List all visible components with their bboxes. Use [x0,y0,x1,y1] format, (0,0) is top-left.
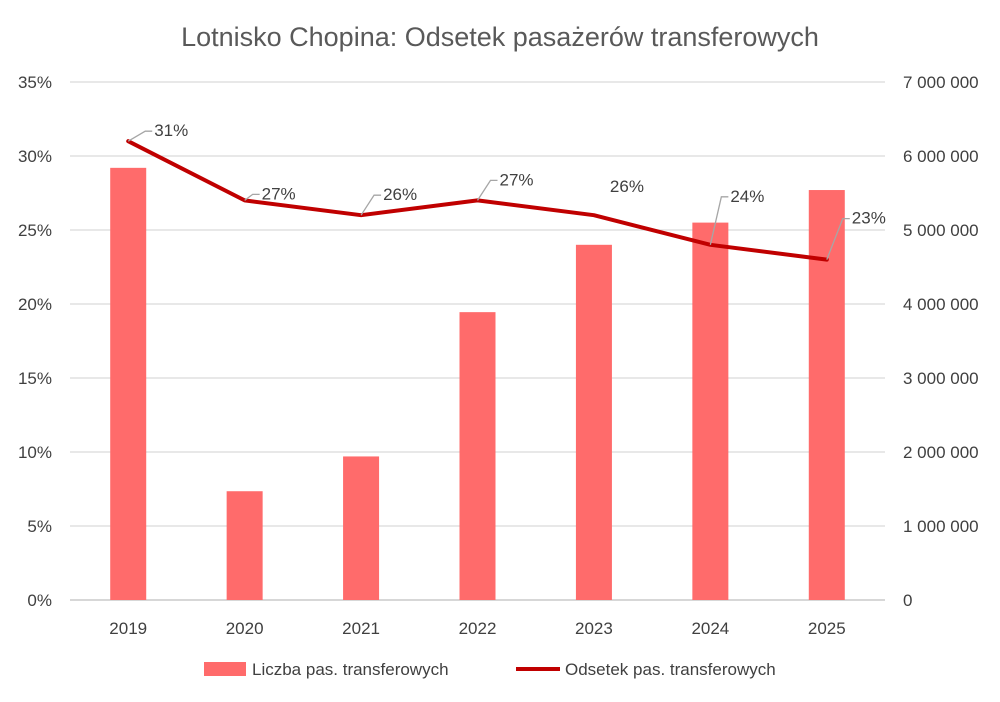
data-label-leader [360,194,382,216]
legend-bar-swatch [204,662,246,676]
data-label: 31% [154,121,188,140]
x-axis: 2019 2020 2021 2022 2023 2024 2025 [109,619,845,638]
data-label: 27% [262,184,296,203]
data-label: 24% [730,187,764,206]
data-label-leader [476,179,498,201]
left-tick-label: 20% [18,295,52,314]
left-tick-label: 35% [18,73,52,92]
bar-2019 [110,167,147,600]
x-tick-label: 2020 [226,619,264,638]
right-tick-label: 3 000 000 [903,369,979,388]
right-axis: 0 1 000 000 2 000 000 3 000 000 4 000 000 5 0… [903,73,979,610]
left-tick-label: 25% [18,221,52,240]
bar-2024 [692,222,729,600]
x-tick-label: 2023 [575,619,613,638]
bar-2021 [343,456,380,600]
legend: Liczba pas. transferowych Odsetek pas. t… [204,660,776,679]
data-label: 26% [610,177,644,196]
data-label-leader [709,196,729,245]
left-tick-label: 0% [27,591,52,610]
data-label-leader [127,130,153,142]
left-tick-label: 10% [18,443,52,462]
right-tick-label: 2 000 000 [903,443,979,462]
bar-2020 [226,491,263,600]
x-tick-label: 2024 [691,619,729,638]
bar-2025 [808,190,845,601]
right-tick-label: 7 000 000 [903,73,979,92]
line-series: 31% 27% 26% 27% 26% 24% 23% [126,121,886,262]
left-tick-label: 15% [18,369,52,388]
data-label-leader [244,193,260,201]
bar-2022 [459,312,496,600]
legend-line-label: Odsetek pas. transferowych [565,660,776,679]
right-tick-label: 6 000 000 [903,147,979,166]
left-tick-label: 30% [18,147,52,166]
right-tick-label: 5 000 000 [903,221,979,240]
chart-title: Lotnisko Chopina: Odsetek pasażerów tran… [181,22,819,52]
left-axis: 0% 5% 10% 15% 20% 25% 30% 35% [18,73,52,610]
x-tick-label: 2022 [459,619,497,638]
x-tick-label: 2019 [109,619,147,638]
x-tick-label: 2025 [808,619,846,638]
data-label: 27% [500,170,534,189]
right-tick-label: 0 [903,591,912,610]
data-label: 26% [383,185,417,204]
bar-series [110,167,845,601]
x-tick-label: 2021 [342,619,380,638]
left-tick-label: 5% [27,517,52,536]
legend-bar-label: Liczba pas. transferowych [252,660,449,679]
data-label-leader [826,217,850,260]
bar-2023 [575,244,612,601]
data-label: 23% [852,209,886,228]
right-tick-label: 1 000 000 [903,517,979,536]
right-tick-label: 4 000 000 [903,295,979,314]
